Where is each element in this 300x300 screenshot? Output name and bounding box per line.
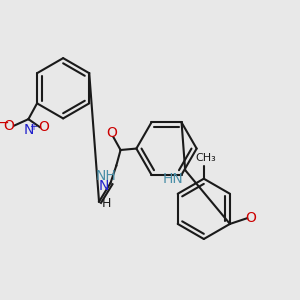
Text: NH: NH [96,169,117,183]
Text: H: H [101,196,111,210]
Text: +: + [29,122,37,132]
Text: O: O [106,126,117,140]
Text: HN: HN [163,172,184,185]
Text: N: N [23,123,34,137]
Text: O: O [245,211,256,225]
Text: N: N [98,179,109,193]
Text: O: O [3,119,14,133]
Text: −: − [0,116,9,130]
Text: O: O [38,120,49,134]
Text: CH₃: CH₃ [195,153,216,163]
